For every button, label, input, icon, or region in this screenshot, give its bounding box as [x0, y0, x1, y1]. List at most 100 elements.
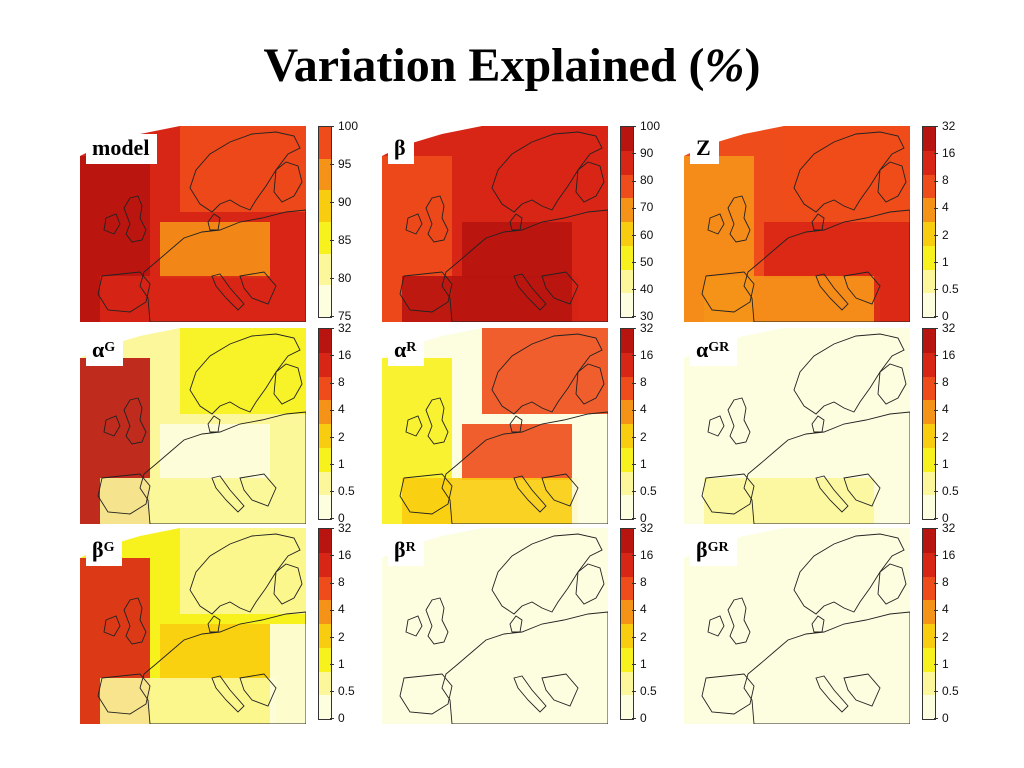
- coastline-continent: [441, 209, 608, 322]
- colorbar-tick-label: 80: [332, 272, 351, 284]
- coastline-iberia: [399, 673, 453, 715]
- colorbar-segment: [923, 671, 935, 696]
- colorbar-tick-label: 4: [634, 603, 647, 615]
- colorbar-segment: [621, 376, 633, 401]
- colorbar-tick-label: 4: [936, 201, 949, 213]
- colorbar-segment: [319, 600, 331, 624]
- south-zone: [100, 478, 276, 524]
- coastline-britain: [727, 397, 751, 445]
- colorbar-tick-label: 16: [332, 549, 351, 561]
- title-close: ): [744, 39, 761, 92]
- colorbar-ticks-beta-GR: 32 16 8 4 2 1 0.5 0: [936, 522, 976, 724]
- colorbar-tick-label: 70: [634, 201, 653, 213]
- colorbar-tick-label: 0.5: [634, 485, 657, 497]
- coastline-scandinavia: [491, 533, 603, 615]
- colorbar-segment: [923, 293, 935, 317]
- north-zone: [180, 528, 306, 614]
- coastline-balkans: [541, 473, 579, 507]
- south-zone: [704, 276, 880, 322]
- colorbar-segment: [923, 552, 935, 577]
- colorbar-segment: [621, 624, 633, 648]
- south-zone: [100, 276, 276, 322]
- coastline-continent: [441, 411, 608, 524]
- south-zone: [704, 678, 880, 724]
- colorbar-segment: [923, 198, 935, 222]
- colorbar-segment: [319, 552, 331, 577]
- colorbar-segment: [319, 447, 331, 472]
- coastline-balkans: [843, 473, 881, 507]
- domain-mask: [684, 126, 784, 156]
- colorbar-tick-label: 40: [634, 283, 653, 295]
- title-text: Variation Explained (: [263, 39, 705, 92]
- coastline-scandinavia: [491, 131, 603, 213]
- colorbar-segment: [621, 150, 633, 175]
- north-zone: [784, 328, 910, 414]
- colorbar-tick-label: 16: [936, 349, 955, 361]
- coastline-iberia: [701, 673, 755, 715]
- map-beta: [382, 126, 608, 322]
- colorbar-tick-label: 8: [634, 576, 647, 588]
- map-panel-beta: β 100 90 80 70 60 50 40 30: [382, 120, 672, 326]
- coastline-denmark: [509, 213, 523, 231]
- coastline-scandinavia: [189, 533, 301, 615]
- colorbar-tick-label: 4: [936, 603, 949, 615]
- colorbar-segment: [621, 576, 633, 601]
- coastline-iberia: [399, 473, 453, 515]
- colorbar-segment: [923, 174, 935, 199]
- panel-label-alpha-GR: αGR: [690, 336, 738, 366]
- map-Z: [684, 126, 910, 322]
- colorbar-tick-label: 8: [332, 576, 345, 588]
- panel-label-beta-GR: βGR: [690, 536, 737, 566]
- center-zone: [160, 222, 270, 278]
- colorbar-beta: [620, 126, 634, 318]
- north-zone: [784, 528, 910, 614]
- coastline-scandinavia: [793, 131, 905, 213]
- coastline-britain: [425, 397, 449, 445]
- colorbar-tick-label: 4: [332, 603, 345, 615]
- colorbar-tick-label: 0: [634, 512, 647, 524]
- colorbar-segment: [319, 576, 331, 601]
- colorbar-alpha-R: [620, 328, 634, 520]
- colorbar-tick-label: 1: [332, 658, 345, 670]
- colorbar-tick-label: 30: [634, 310, 653, 322]
- colorbar-beta-R: [620, 528, 634, 720]
- colorbar-tick-label: 1: [634, 458, 647, 470]
- colorbar-segment: [621, 647, 633, 672]
- domain-mask: [80, 126, 180, 156]
- colorbar-tick-label: 75: [332, 310, 351, 322]
- coastline-finland: [273, 563, 303, 605]
- colorbar-segment: [621, 269, 633, 294]
- colorbar-tick-label: 100: [332, 120, 358, 132]
- east-zone: [270, 624, 306, 724]
- colorbar-segment: [319, 529, 331, 553]
- coastline-iberia: [97, 473, 151, 515]
- coastline-balkans: [239, 473, 277, 507]
- panel-label-beta: β: [388, 134, 414, 164]
- colorbar-segment: [319, 400, 331, 424]
- colorbar-tick-label: 32: [332, 322, 351, 334]
- panel-label-beta-R: βR: [388, 536, 424, 566]
- coastline-italy: [211, 273, 245, 311]
- colorbar-ticks-alpha-R: 32 16 8 4 2 1 0.5 0: [634, 322, 674, 524]
- south-zone: [704, 478, 880, 524]
- east-zone: [874, 624, 910, 724]
- colorbar-segment: [319, 471, 331, 496]
- coastline-balkans: [239, 271, 277, 305]
- coastline-britain: [123, 195, 147, 243]
- coastline-ireland: [103, 213, 121, 235]
- colorbar-tick-label: 50: [634, 256, 653, 268]
- colorbar-ticks-alpha-GR: 32 16 8 4 2 1 0.5 0: [936, 322, 976, 524]
- colorbar-segment: [319, 253, 331, 286]
- north-zone: [180, 328, 306, 414]
- colorbar-tick-label: 32: [936, 522, 955, 534]
- map-model: [80, 126, 306, 322]
- colorbar-segment: [621, 400, 633, 424]
- coastline-finland: [273, 363, 303, 405]
- colorbar-tick-label: 8: [936, 576, 949, 588]
- colorbar-ticks-model: 100 95 90 85 80 75: [332, 120, 372, 322]
- north-zone: [482, 328, 608, 414]
- colorbar-ticks-beta-R: 32 16 8 4 2 1 0.5 0: [634, 522, 674, 724]
- colorbar-segment: [319, 221, 331, 254]
- colorbar-segment: [923, 150, 935, 175]
- coastline-italy: [211, 475, 245, 513]
